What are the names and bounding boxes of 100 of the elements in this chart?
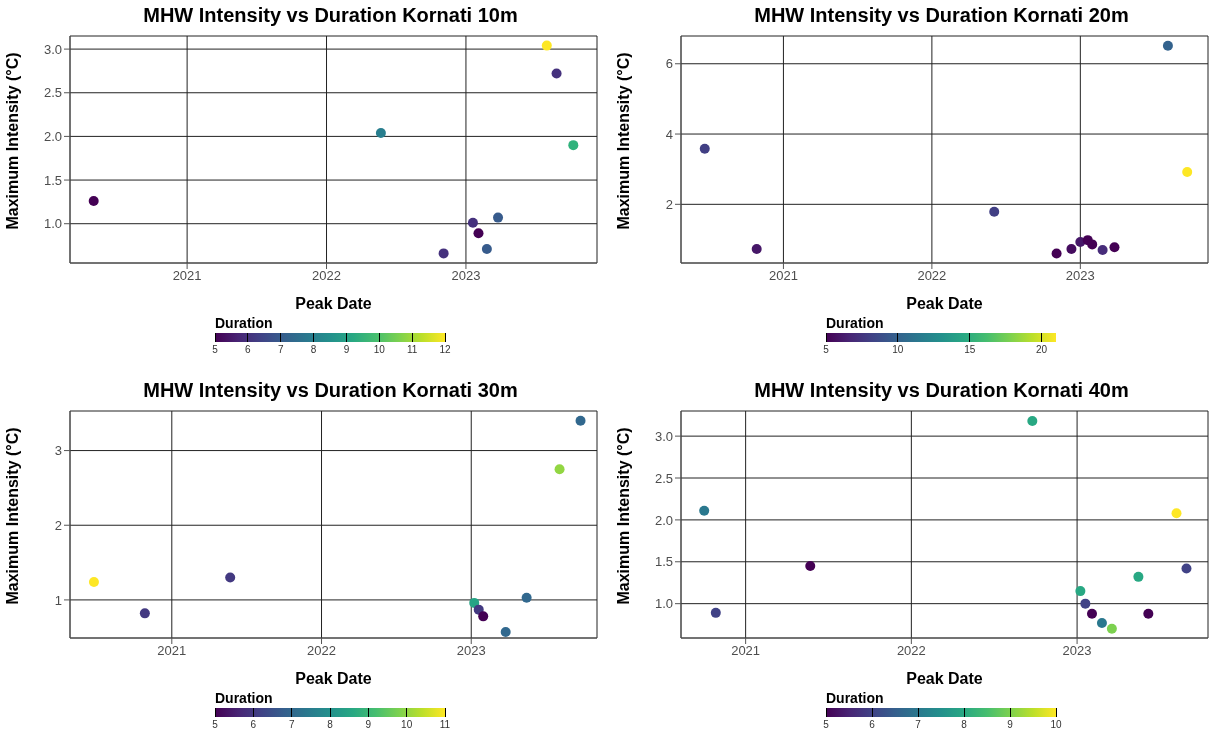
point	[989, 206, 1000, 217]
point	[375, 127, 386, 138]
x-tick-label: 2022	[896, 643, 926, 659]
point	[1080, 598, 1091, 609]
x-tick-label: 2022	[307, 643, 336, 659]
x-tick-label: 2021	[731, 643, 761, 659]
point	[1087, 239, 1098, 250]
point	[1109, 242, 1120, 253]
point	[1181, 563, 1192, 574]
color-bar-title: Duration	[215, 315, 274, 331]
point	[139, 608, 150, 619]
y-tick-label: 2.5	[43, 85, 62, 101]
color-bar-label: 10	[891, 344, 905, 355]
point	[710, 607, 721, 618]
x-tick-label: 2023	[451, 268, 481, 284]
point	[521, 592, 532, 603]
point	[1162, 40, 1173, 51]
color-bar-label: 5	[822, 344, 830, 355]
x-axis-title: Peak Date	[295, 670, 372, 687]
point	[1106, 623, 1117, 634]
point	[500, 627, 511, 638]
x-tick-label: 2022	[917, 268, 947, 284]
x-tick-label: 2023	[456, 643, 486, 659]
point	[1075, 586, 1086, 597]
y-tick-label: 3.0	[654, 428, 673, 444]
y-tick-label: 2.0	[654, 512, 673, 528]
point	[1086, 608, 1097, 619]
x-axis-title: Peak Date	[906, 670, 983, 687]
color-bar-label: 12	[438, 344, 452, 355]
x-tick-label: 2023	[1065, 268, 1095, 284]
color-bar-label: 8	[326, 719, 334, 730]
y-tick-label: 1.0	[43, 216, 62, 232]
color-bar-label: 6	[868, 719, 876, 730]
x-tick-label: 2021	[172, 268, 202, 284]
y-axis-title: Maximum Intensity (°C)	[3, 52, 21, 230]
y-axis-title: Maximum Intensity (°C)	[3, 427, 21, 605]
point	[551, 68, 562, 79]
color-bar-label: 5	[822, 719, 830, 730]
color-bar-label: 10	[400, 719, 414, 730]
chart-title: MHW Intensity vs Duration Kornati 20m	[753, 3, 1130, 28]
color-bar-title: Duration	[215, 690, 274, 706]
y-tick-label: 2.0	[43, 129, 62, 145]
color-bar-label: 5	[211, 344, 219, 355]
y-tick-label: 1.0	[654, 596, 673, 612]
point	[1097, 245, 1108, 255]
color-bar-label: 15	[963, 344, 977, 355]
color-bar-label: 10	[1049, 719, 1063, 730]
y-axis-title: Maximum Intensity (°C)	[614, 427, 632, 605]
y-tick-label: 6	[665, 56, 673, 72]
x-tick-label: 2021	[768, 268, 798, 284]
point	[469, 597, 480, 608]
color-bar-label: 7	[287, 719, 296, 730]
point	[478, 611, 489, 622]
color-bar-label: 8	[309, 344, 318, 355]
y-tick-label: 3	[54, 443, 62, 459]
x-tick-label: 2023	[1062, 643, 1092, 659]
point	[1171, 508, 1182, 519]
point	[481, 244, 492, 255]
point	[225, 572, 236, 583]
x-tick-label: 2021	[157, 643, 187, 659]
color-bar-label: 8	[960, 719, 968, 730]
color-bar-label: 10	[372, 344, 386, 355]
point	[1143, 608, 1154, 619]
y-tick-label: 2.5	[654, 470, 673, 486]
point	[438, 248, 449, 259]
point	[541, 40, 552, 51]
y-tick-label: 4	[665, 126, 673, 142]
point	[554, 464, 565, 475]
point	[805, 560, 816, 571]
color-bar-label: 5	[211, 719, 219, 730]
color-bar-label: 7	[914, 719, 922, 730]
point	[467, 217, 478, 228]
color-bar-label: 11	[438, 719, 452, 730]
point	[1066, 243, 1077, 254]
y-tick-label: 1.5	[654, 554, 673, 570]
color-bar-label: 20	[1035, 344, 1049, 355]
chart-title: MHW Intensity vs Duration Kornati 30m	[142, 378, 519, 403]
color-bar-title: Duration	[826, 315, 885, 331]
point	[575, 415, 586, 426]
point	[1027, 416, 1038, 427]
color-bar-label: 9	[342, 344, 351, 355]
color-bar-label: 11	[405, 344, 419, 355]
x-axis-title: Peak Date	[906, 295, 983, 312]
color-bar-label: 9	[364, 719, 373, 730]
point	[493, 212, 504, 223]
chart-title: MHW Intensity vs Duration Kornati 40m	[753, 378, 1130, 403]
color-bar-label: 6	[249, 719, 258, 730]
point	[699, 505, 710, 516]
point	[751, 243, 762, 254]
y-tick-label: 1	[54, 592, 62, 608]
point	[568, 140, 579, 151]
point	[88, 577, 99, 587]
x-axis-title: Peak Date	[295, 295, 372, 312]
point	[1133, 571, 1144, 582]
y-tick-label: 2	[665, 196, 673, 212]
point	[1182, 166, 1193, 177]
y-axis-title: Maximum Intensity (°C)	[614, 52, 632, 230]
color-bar-title: Duration	[826, 690, 885, 706]
point	[473, 228, 484, 239]
x-tick-label: 2022	[312, 268, 341, 284]
